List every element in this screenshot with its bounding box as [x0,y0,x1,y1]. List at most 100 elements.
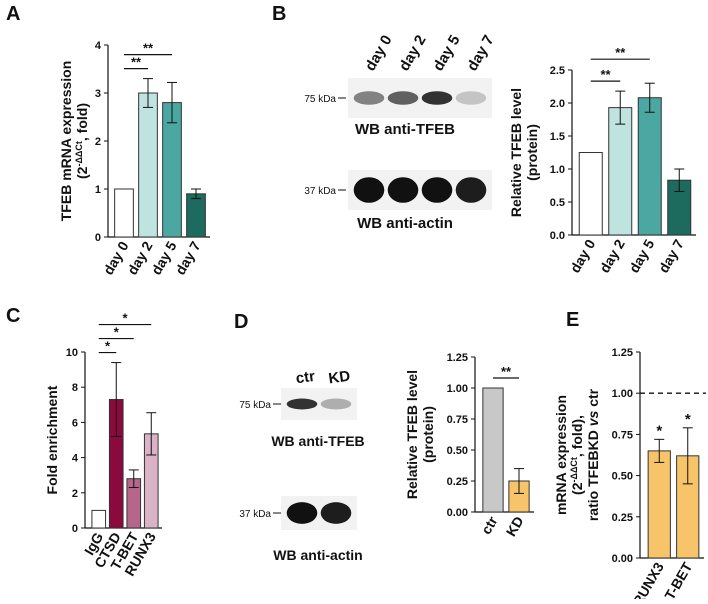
y-tick-label: 3 [95,88,101,100]
blot-band [353,177,385,203]
blot-band [286,398,318,410]
x-tick-label: day 2 [596,236,628,275]
blot-caption: WB anti-TFEB [271,433,364,449]
error-bar [674,168,685,192]
y-tick-label: 4 [95,40,102,52]
y-axis-label: (2-ΔΔCt, fold) [74,103,90,179]
panel-letter: D [234,311,248,333]
x-tick-label: day 7 [172,238,204,277]
error-bar [128,469,139,489]
y-label-part: TFEB mRNA expression [58,61,74,222]
bar [578,152,603,236]
y-label-part: Fold enrichment [44,385,60,494]
error-bar [654,438,665,463]
blot-band [421,91,453,105]
y-tick-label: 1.0 [550,164,565,176]
bar [482,387,504,513]
y-tick-label: 1.00 [447,383,468,395]
y-axis-label: Relative TFEB level [508,88,524,217]
panel-letter: E [566,309,579,331]
error-bar [682,427,693,485]
error-bar [644,82,655,113]
blot-caption: WB anti-TFEB [355,121,455,138]
y-tick-label: 0.00 [612,553,633,565]
y-tick-label: 0 [95,232,101,244]
blot-marker: 75 kDa [239,400,271,411]
significance-label: ** [615,45,626,60]
blot-marker: 75 kDa [304,94,336,105]
significance-label: ** [600,67,611,82]
bar [91,509,107,529]
blot-band [320,398,352,410]
y-axis-label: TFEB mRNA expression [58,61,74,222]
y-tick-label: 2 [72,488,78,500]
x-tick-label: ctr [478,513,501,537]
blot-band [455,177,487,203]
panel-letter: C [6,305,20,327]
error-bar [111,362,122,437]
x-tick-label: day 0 [567,236,599,275]
blot-band [421,177,453,203]
y-label-part: , fold) [74,103,90,141]
blot-band [387,177,419,203]
lane-label: day 2 [396,32,430,74]
bar [114,188,134,238]
bar [138,92,158,238]
x-tick-label: day 7 [655,236,687,275]
significance-label: * [122,311,128,326]
y-axis-label: mRNA expression [553,395,569,515]
blot-band [455,91,487,105]
y-tick-label: 1.25 [612,347,633,359]
x-tick-label: day 5 [626,236,658,275]
error-bar [615,90,626,125]
y-tick-label: 1.25 [447,352,468,364]
error-bar [191,188,201,200]
y-label-part: mRNA expression [553,395,569,515]
y-label-part: (protein) [420,406,436,463]
y-tick-label: 2 [95,136,101,148]
error-bar [514,468,524,494]
y-label-part: ratio TFEBKD [585,426,601,521]
y-label-part: -ΔΔCt [74,141,84,166]
y-tick-label: 0.0 [550,230,565,242]
bar-label: * [656,422,662,439]
bar [186,193,206,238]
significance-label: ** [131,55,142,70]
x-tick-label: T-BET [661,559,695,599]
y-tick-label: 10 [66,347,78,359]
bar [608,107,633,236]
blot-band [387,91,419,105]
y-tick-label: 6 [72,417,78,429]
y-label-part: ctr [585,388,601,410]
y-tick-label: 0 [72,523,78,535]
y-axis-label: (protein) [420,406,436,463]
y-label-part: Relative TFEB level [508,88,524,217]
y-label-part: Relative TFEB level [404,370,420,499]
lane-label: day 0 [362,32,396,74]
y-tick-label: 8 [72,382,78,394]
blot-band [286,502,318,524]
y-axis-label: ratio TFEBKD vs ctr [585,388,601,521]
x-tick-label: KD [503,514,527,540]
bar [637,97,662,236]
y-axis-label: Relative TFEB level [404,370,420,499]
y-tick-label: 0.75 [447,414,468,426]
blot-band [353,91,385,105]
y-tick-label: 1.5 [550,131,565,143]
error-bar [146,412,157,456]
y-axis-label: (2-ΔΔCt, fold), [569,415,585,495]
y-label-part: (protein) [524,124,540,181]
y-tick-label: 0.25 [612,512,633,524]
panel-letter: A [6,3,20,25]
significance-label: ** [143,41,154,56]
lane-label: ctr [295,368,317,388]
y-tick-label: 1 [95,184,101,196]
y-label-part: (2 [569,482,585,495]
lane-label: KD [327,368,351,388]
bar-label: * [685,411,691,428]
y-axis-label: (protein) [524,124,540,181]
blot-marker: 37 kDa [304,186,336,197]
significance-label: * [114,325,120,340]
error-bar [167,81,177,124]
